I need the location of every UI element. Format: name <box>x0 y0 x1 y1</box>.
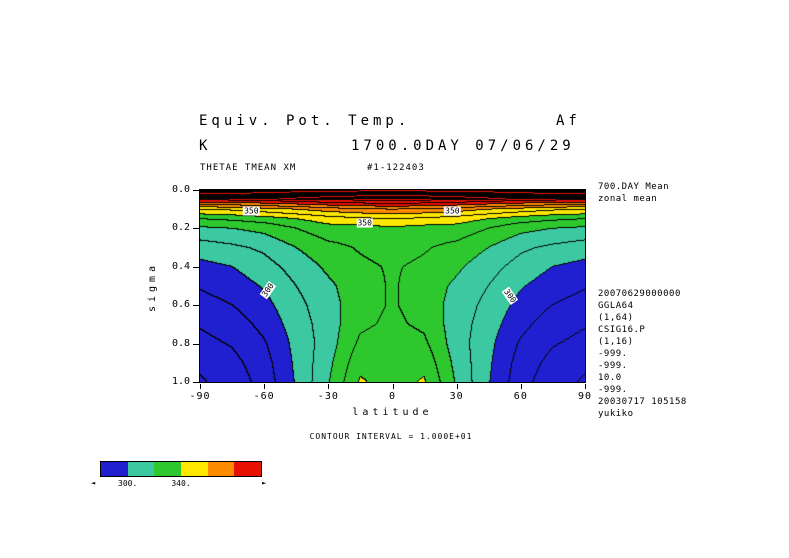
colorbar-segment <box>154 462 182 476</box>
metadata-line: 10.0 <box>598 373 622 383</box>
run-id-label: #1-122403 <box>367 163 425 173</box>
metadata-line: (1,16) <box>598 337 634 347</box>
colorbar-left-arrow-icon: ◄ <box>91 479 96 487</box>
annotation-line: 700.DAY Mean <box>598 182 670 192</box>
y-axis-tick <box>193 266 199 268</box>
y-axis-tick <box>193 343 199 345</box>
chart-title-right: Af <box>556 113 581 129</box>
x-axis-tick <box>392 384 394 389</box>
x-axis-tick-label: 60 <box>513 391 528 402</box>
metadata-line: -999. <box>598 361 628 371</box>
metadata-line: (1,64) <box>598 313 634 323</box>
metadata-line: yukiko <box>598 409 634 419</box>
colorbar-segment <box>207 462 235 476</box>
x-axis-tick <box>200 384 201 389</box>
y-axis-tick <box>193 382 199 383</box>
y-axis-tick <box>193 305 199 307</box>
y-axis-tick-label: 0.6 <box>171 299 190 311</box>
x-axis-tick-label: -90 <box>189 391 211 402</box>
colorbar <box>100 461 262 477</box>
x-axis-tick <box>456 384 458 389</box>
contour-plot-frame: 350 350 350 300 300 <box>199 189 586 383</box>
x-axis-tick <box>520 384 522 389</box>
metadata-line: 20070629000000 <box>598 289 681 299</box>
contour-value-label: 350 <box>444 206 461 216</box>
y-axis-title: sigma <box>147 261 158 312</box>
y-axis-tick-label: 0.2 <box>171 222 190 234</box>
y-axis-tick-label: 0.4 <box>171 260 190 272</box>
y-axis-tick <box>193 190 199 191</box>
x-axis-tick <box>585 384 586 389</box>
contour-value-label: 300 <box>260 280 277 300</box>
colorbar-segment <box>181 462 208 476</box>
y-axis-tick <box>193 228 199 230</box>
contour-interval-label: CONTOUR INTERVAL = 1.000E+01 <box>309 432 473 441</box>
metadata-block: 20070629000000 GGLA64 (1,64) CSIG16.P (1,16)… <box>598 288 687 420</box>
metadata-line: GGLA64 <box>598 301 634 311</box>
metadata-line: -999. <box>598 349 628 359</box>
annotation-line: zonal mean <box>598 194 658 204</box>
x-axis-tick-label: -60 <box>253 391 275 402</box>
metadata-line: CSIG16.P <box>598 325 646 335</box>
metadata-line: -999. <box>598 385 628 395</box>
x-axis-tick-label: 90 <box>577 391 593 402</box>
x-axis-tick-label: 30 <box>449 391 464 402</box>
contour-value-label: 300 <box>501 286 519 305</box>
contour-value-label: 350 <box>243 206 260 216</box>
chart-title: Equiv. Pot. Temp. <box>199 113 411 129</box>
x-axis-tick-label: -30 <box>317 391 339 402</box>
x-axis-title: latitude <box>352 407 433 418</box>
colorbar-right-arrow-icon: ► <box>262 479 267 487</box>
units-label: K <box>199 138 212 154</box>
x-axis-tick-label: 0 <box>388 391 397 402</box>
colorbar-segment <box>101 462 128 476</box>
x-axis-tick <box>328 384 330 389</box>
colorbar-tick-label: 340. <box>171 479 191 488</box>
contour-labels-layer: 350 350 350 300 300 <box>200 190 585 382</box>
mean-period-annotation: 700.DAY Mean zonal mean <box>598 181 669 205</box>
colorbar-segment <box>127 462 155 476</box>
variable-label: THETAE TMEAN XM <box>200 163 297 173</box>
metadata-line: 20030717 105158 <box>598 397 687 407</box>
x-axis-tick <box>264 384 266 389</box>
time-label: 1700.0DAY 07/06/29 <box>351 138 575 154</box>
y-axis-tick-label: 0.8 <box>171 337 190 349</box>
y-axis-tick-label: 1.0 <box>171 376 190 387</box>
colorbar-tick-label: 300. <box>118 479 138 488</box>
y-axis-tick-label: 0.0 <box>171 184 190 195</box>
colorbar-segment <box>234 462 262 476</box>
contour-value-label: 350 <box>356 218 373 228</box>
